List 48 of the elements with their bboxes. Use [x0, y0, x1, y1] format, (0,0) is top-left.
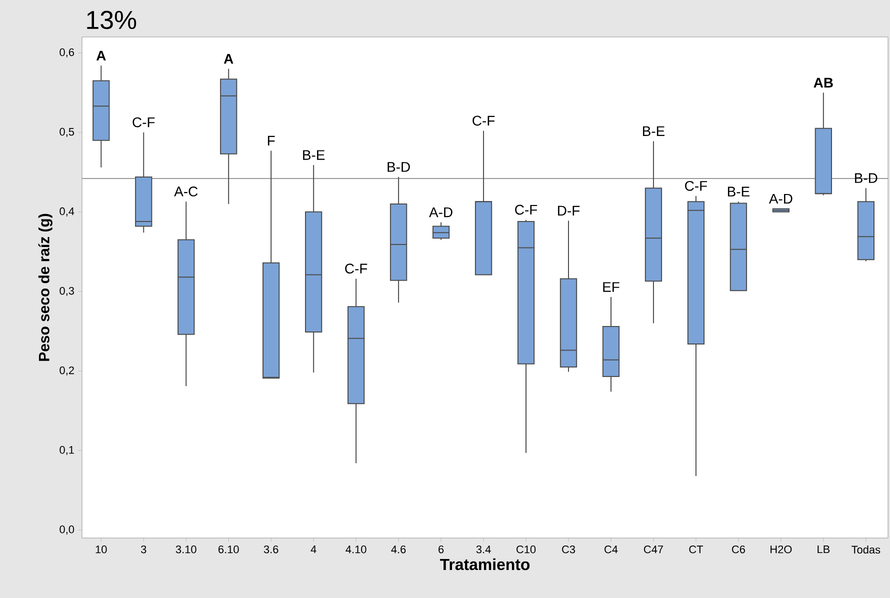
x-tick-label: LB [818, 546, 830, 554]
annotation: A-C [174, 186, 198, 196]
annotation: C-F [515, 204, 538, 215]
x-tick-label: 3.4 [476, 546, 491, 554]
chart-title: 13% [87, 10, 136, 30]
annotation: EF [603, 282, 620, 292]
x-tick-label: C47 [644, 546, 663, 554]
annotation: AB [814, 78, 833, 88]
annotation: C-F [472, 116, 495, 126]
x-tick-label: H2O [770, 546, 792, 554]
annotation: A-D [768, 194, 792, 204]
x-tick-label: 6 [438, 546, 444, 554]
x-tick-label: 4.10 [346, 546, 366, 554]
y-tick-label: 0,2 [60, 366, 74, 376]
x-tick-label: 3.10 [176, 546, 196, 554]
x-tick-label: 10 [96, 546, 107, 554]
x-axis-title: Tratamiento [440, 558, 530, 570]
x-tick-label: 3 [140, 546, 146, 554]
y-tick-label: 0,4 [60, 207, 74, 216]
annotation: A [96, 50, 106, 60]
y-tick-label: 0,5 [60, 128, 74, 137]
annotation: B-E [728, 186, 750, 196]
x-tick-label: 4 [310, 546, 316, 554]
annotation: C-F [132, 117, 155, 128]
x-tick-label: C4 [604, 546, 618, 554]
annotation: B-D [855, 173, 878, 183]
y-axis-title: Peso seco de raíz (g) [38, 214, 52, 361]
annotation: A [224, 54, 234, 64]
y-tick-label: 0,1 [60, 446, 74, 456]
annotation: F [268, 136, 275, 146]
x-tick-label: CT [689, 546, 704, 554]
y-tick-label: 0,3 [60, 286, 74, 296]
x-tick-label: 3.6 [264, 546, 278, 554]
x-tick-label: C6 [732, 546, 745, 554]
annotation: B-E [642, 126, 665, 136]
y-tick-label: 0,0 [60, 526, 74, 535]
annotation: D-F [558, 206, 580, 216]
x-tick-label: Todas [852, 546, 880, 554]
x-tick-label: C10 [516, 546, 536, 554]
annotation: B-D [388, 162, 410, 172]
x-tick-label: C3 [562, 546, 576, 554]
annotation: A-D [429, 207, 452, 218]
y-tick-label: 0,6 [60, 48, 74, 58]
x-tick-label: 4.6 [391, 546, 406, 554]
annotation: C-F [345, 264, 368, 274]
annotation: B-E [303, 150, 325, 160]
x-tick-label: 6.10 [218, 546, 239, 554]
annotation: C-F [685, 180, 708, 191]
